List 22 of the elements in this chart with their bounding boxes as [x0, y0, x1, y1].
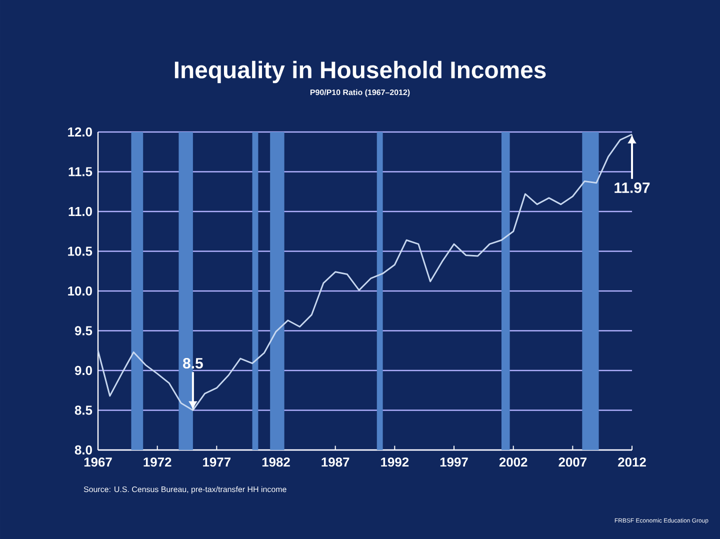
x-tick-label: 1992	[381, 458, 409, 467]
x-tick-label: 1997	[440, 458, 468, 467]
annotation: 11.97	[614, 182, 650, 193]
x-tick-label: 1977	[203, 458, 231, 467]
x-tick-label: 1987	[322, 458, 350, 467]
x-tick-label: 1972	[144, 458, 172, 467]
chart-title: Inequality in Household Incomes	[174, 60, 546, 84]
x-tick-label: 1982	[262, 458, 290, 467]
x-tick-label: 2012	[618, 458, 646, 467]
x-tick-label: 2007	[558, 458, 587, 467]
x-tick-label: 2002	[499, 458, 528, 467]
y-tick-label: 10.5	[68, 246, 92, 256]
y-tick-label: 11.0	[68, 206, 92, 216]
y-tick-label: 8.5	[74, 406, 92, 415]
y-tick-label: 12.0	[68, 127, 92, 137]
x-tick-label: 1967	[84, 458, 112, 467]
y-tick-label: 10.0	[68, 286, 92, 296]
y-tick-label: 8.0	[74, 445, 92, 455]
annotation: 8.5	[183, 358, 203, 369]
y-tick-label: 9.5	[74, 326, 92, 336]
y-tick-label: 11.5	[68, 167, 92, 176]
y-tick-label: 9.0	[74, 366, 92, 376]
